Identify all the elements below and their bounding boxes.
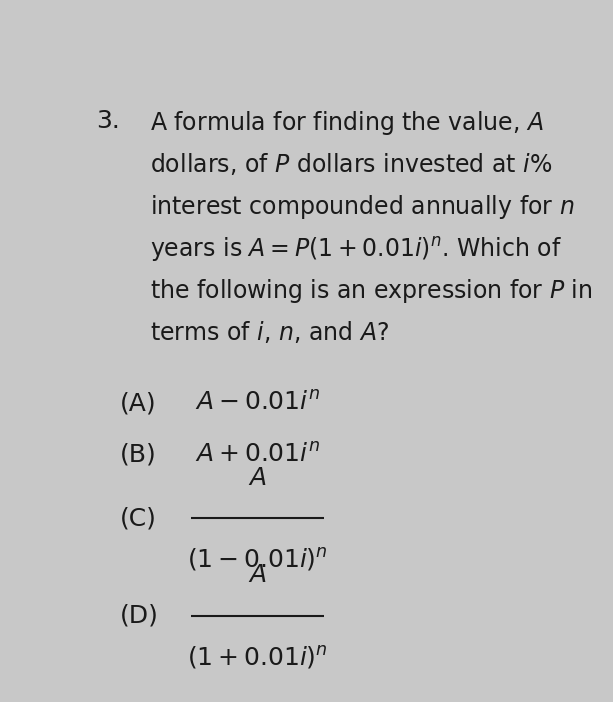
Text: $(1 + 0.01i)^n$: $(1 + 0.01i)^n$ xyxy=(187,644,327,670)
Text: (C): (C) xyxy=(120,506,156,530)
Text: $A - 0.01i^n$: $A - 0.01i^n$ xyxy=(196,391,321,416)
Text: $(1 - 0.01i)^n$: $(1 - 0.01i)^n$ xyxy=(187,546,327,574)
Text: 3.: 3. xyxy=(96,109,120,133)
Text: dollars, of $P$ dollars invested at $i$%: dollars, of $P$ dollars invested at $i$% xyxy=(150,151,552,177)
Text: $A$: $A$ xyxy=(248,564,267,588)
Text: years is $A = P(1 + 0.01i)^n$. Which of: years is $A = P(1 + 0.01i)^n$. Which of xyxy=(150,235,562,264)
Text: $A + 0.01i^n$: $A + 0.01i^n$ xyxy=(196,443,321,467)
Text: (A): (A) xyxy=(120,391,156,416)
Text: terms of $i$, $n$, and $A$?: terms of $i$, $n$, and $A$? xyxy=(150,319,389,345)
Text: (D): (D) xyxy=(120,604,158,628)
Text: interest compounded annually for $n$: interest compounded annually for $n$ xyxy=(150,193,574,221)
Text: A formula for finding the value, $A$: A formula for finding the value, $A$ xyxy=(150,109,544,137)
Text: $A$: $A$ xyxy=(248,466,267,490)
Text: the following is an expression for $P$ in: the following is an expression for $P$ i… xyxy=(150,277,593,305)
Text: (B): (B) xyxy=(120,443,156,467)
